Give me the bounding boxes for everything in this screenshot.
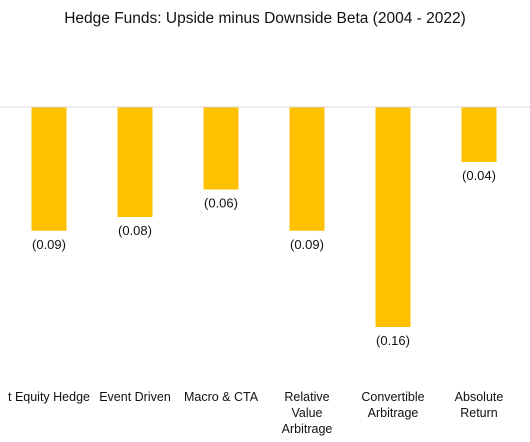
category-label-3: Relative Value Arbitrage: [282, 390, 333, 436]
data-label-0: (0.09): [32, 237, 66, 252]
data-label-1: (0.08): [118, 223, 152, 238]
data-labels-layer: (0.09) (0.08) (0.06) (0.09) (0.16) (0.04): [32, 168, 496, 348]
category-label-0: t Equity Hedge: [8, 390, 90, 404]
category-label-4-line-1: Arbitrage: [368, 406, 419, 420]
bar-3: [289, 107, 325, 231]
data-label-2: (0.06): [204, 196, 238, 211]
bar-0: [31, 107, 67, 231]
bar-4: [375, 107, 411, 327]
category-label-2-line-0: Macro & CTA: [184, 390, 259, 404]
category-label-0-line-0: t Equity Hedge: [8, 390, 90, 404]
category-label-3-line-2: Arbitrage: [282, 422, 333, 436]
data-label-5: (0.04): [462, 168, 496, 183]
data-label-4: (0.16): [376, 333, 410, 348]
bar-2: [203, 107, 239, 190]
bars-layer: [31, 107, 497, 327]
category-label-5-line-0: Absolute: [455, 390, 504, 404]
bar-5: [461, 107, 497, 162]
category-label-2: Macro & CTA: [184, 390, 259, 404]
category-label-5: Absolute Return: [455, 390, 504, 420]
category-label-3-line-0: Relative: [284, 390, 329, 404]
category-label-4-line-0: Convertible: [361, 390, 424, 404]
chart-title: Hedge Funds: Upside minus Downside Beta …: [64, 10, 466, 27]
category-label-1-line-0: Event Driven: [99, 390, 171, 404]
bar-1: [117, 107, 153, 217]
category-axis-labels: t Equity Hedge Event Driven Macro & CTA Rel…: [8, 390, 503, 436]
category-label-4: Convertible Arbitrage: [361, 390, 424, 420]
category-label-3-line-1: Value: [291, 406, 322, 420]
category-label-5-line-1: Return: [460, 406, 498, 420]
category-label-1: Event Driven: [99, 390, 171, 404]
data-label-3: (0.09): [290, 237, 324, 252]
